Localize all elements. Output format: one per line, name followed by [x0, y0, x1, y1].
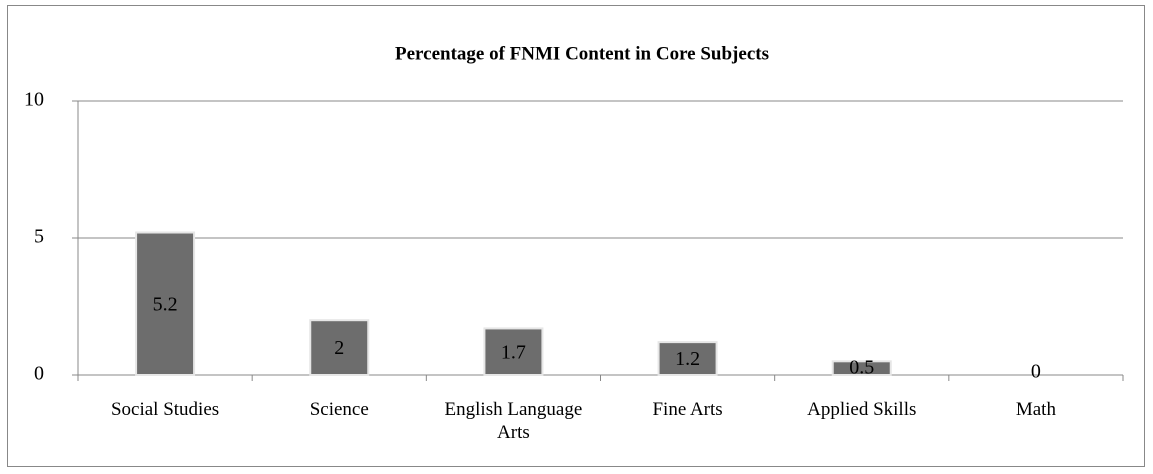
- value-label: 2: [334, 337, 344, 359]
- chart-border: [7, 5, 1145, 467]
- x-tick-label: English Language Arts: [444, 399, 583, 443]
- y-tick-label: 0: [34, 363, 44, 385]
- x-tick-label: Social Studies: [110, 399, 220, 420]
- bar: [657, 341, 718, 376]
- value-label: 0: [1031, 361, 1041, 383]
- value-label: 0.5: [849, 357, 874, 379]
- value-label: 1.2: [675, 348, 700, 370]
- bar: [831, 360, 892, 376]
- chart-title: Percentage of FNMI Content in Core Subje…: [395, 43, 769, 64]
- bar: [135, 231, 196, 376]
- value-label: 5.2: [153, 293, 178, 315]
- x-tick-label: Applied Skills: [807, 399, 917, 420]
- value-label: 1.7: [501, 341, 526, 363]
- x-tick-label: Math: [1015, 399, 1056, 420]
- bar: [309, 319, 370, 377]
- x-tick-label: Fine Arts: [652, 399, 723, 420]
- x-tick-label: Science: [309, 399, 369, 420]
- y-tick-label: 5: [34, 226, 44, 248]
- bar: [483, 327, 544, 377]
- y-tick-label: 10: [24, 89, 44, 111]
